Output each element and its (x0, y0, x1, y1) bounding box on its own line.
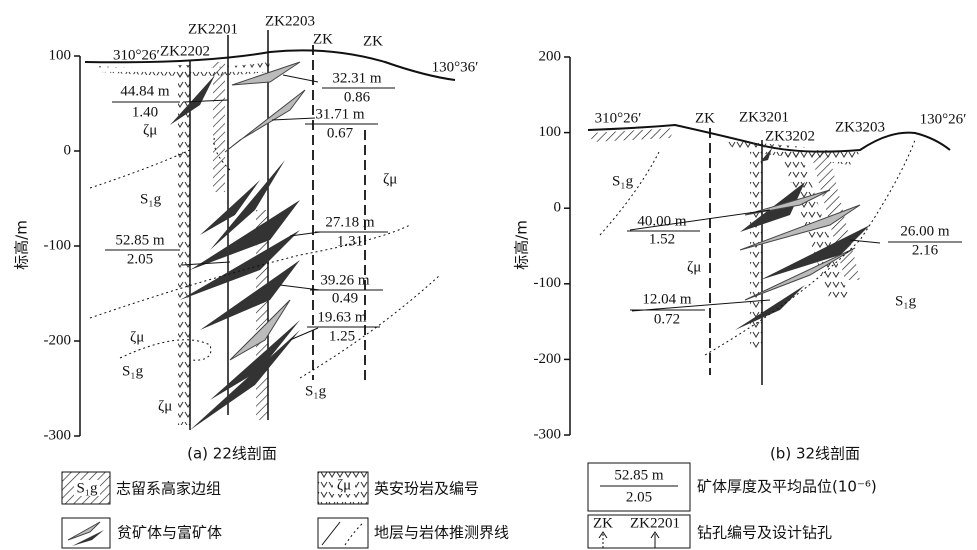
thickness: 44.84 m (120, 83, 170, 99)
panel-b-geology (588, 125, 950, 385)
rock-label: ζμ (687, 259, 701, 275)
drillhole-label: ZK2202 (160, 43, 210, 59)
y-tick-label: -300 (534, 426, 562, 442)
grade: 0.49 (332, 290, 358, 306)
legend-label: 志留系高家边组 (116, 480, 221, 498)
legend-label: 矿体厚度及平均品位(10⁻⁶) (697, 478, 877, 496)
rock-label: ζμ (130, 329, 144, 345)
y-tick-label: -300 (44, 427, 72, 443)
drillhole-label: ZK2203 (265, 13, 315, 29)
rock-label: S₁g (612, 173, 634, 189)
legend: S₁g 志留系高家边组 ζμ 英安玢岩及编号 52.85 m 2.05 矿体厚度… (62, 463, 877, 548)
bearing: 130°26′ (920, 111, 967, 127)
legend-symbol: 52.85 m (614, 467, 664, 483)
legend-symbol: ZK (593, 515, 613, 531)
legend-symbol: ζμ (337, 477, 351, 493)
thickness: 31.71 m (315, 106, 365, 122)
drillhole-label: ZK (695, 110, 715, 126)
y-tick-label: 200 (539, 48, 562, 64)
thickness: 27.18 m (325, 214, 375, 230)
grade: 1.52 (649, 231, 675, 247)
legend-label: 英安玢岩及编号 (374, 480, 479, 498)
grade: 2.16 (912, 242, 939, 258)
drillhole-label: ZK (313, 31, 333, 47)
y-tick-label: -200 (44, 332, 72, 348)
grade: 0.72 (654, 311, 680, 327)
caption: (a) 22线剖面 (187, 445, 277, 463)
axis-label: 标高/m (513, 220, 531, 270)
drillhole-label: ZK3201 (739, 109, 789, 125)
legend-label: 地层与岩体推测界线 (374, 524, 509, 542)
thickness: 39.26 m (320, 272, 370, 288)
y-tick-label: 100 (49, 47, 72, 63)
legend-symbol: S₁g (76, 480, 98, 496)
bearing: 310°26′ (113, 47, 160, 63)
y-tick-label: -200 (534, 351, 562, 367)
grade: 1.31 (337, 233, 363, 249)
drillhole-label: ZK3202 (765, 128, 815, 144)
drillhole-label: ZK3203 (835, 119, 885, 135)
y-tick-label: -100 (44, 237, 72, 253)
grade: 0.86 (344, 89, 371, 105)
legend-symbol: ZK2201 (630, 515, 680, 531)
thickness: 32.31 m (332, 70, 382, 86)
rock-label: ζμ (158, 398, 172, 414)
thickness: 19.63 m (317, 309, 367, 325)
thickness: 26.00 m (900, 223, 950, 239)
rock-label: S₁g (122, 363, 144, 379)
thickness: 40.00 m (637, 213, 687, 229)
y-tick-label: -100 (534, 275, 562, 291)
y-tick-label: 100 (539, 124, 562, 140)
legend-label: 贫矿体与富矿体 (117, 524, 222, 542)
rock-label: ζμ (143, 122, 157, 138)
axis-label: 标高/m (13, 220, 31, 270)
y-tick-label: 0 (554, 200, 562, 216)
grade: 1.25 (329, 328, 355, 344)
bearing: 310°26′ (595, 110, 642, 126)
caption: (b) 32线剖面 (770, 445, 860, 463)
bearing: 130°36′ (432, 59, 479, 75)
legend-label: 钻孔编号及设计钻孔 (697, 524, 832, 542)
legend-symbol: 2.05 (626, 489, 652, 505)
thickness: 12.04 m (642, 291, 692, 307)
drillhole-label: ZK (363, 33, 383, 49)
thickness: 52.85 m (115, 232, 165, 248)
drillhole-label: ZK2201 (188, 21, 238, 37)
rock-label: S₁g (140, 191, 162, 207)
rock-label: ζμ (383, 171, 397, 187)
rock-label: S₁g (305, 383, 327, 399)
grade: 2.05 (127, 251, 153, 267)
y-tick-label: 0 (64, 142, 72, 158)
rock-label: S₁g (895, 293, 917, 309)
grade: 1.40 (132, 104, 158, 120)
figure: 310°26′ 130°36′ ZK2202 ZK2201 ZK2203 ZK … (0, 0, 977, 550)
grade: 0.67 (327, 125, 354, 141)
